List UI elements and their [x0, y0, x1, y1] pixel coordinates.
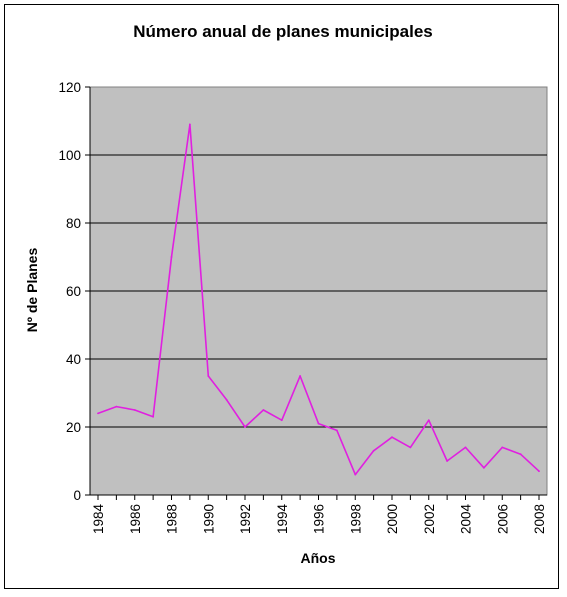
data-point — [501, 446, 504, 449]
y-tick-label: 80 — [66, 216, 81, 231]
y-tick-label: 60 — [66, 284, 81, 299]
data-point — [372, 449, 375, 452]
data-point — [244, 426, 246, 428]
data-point — [170, 256, 173, 258]
data-point — [299, 375, 302, 377]
data-point — [317, 422, 320, 425]
data-point — [225, 398, 228, 401]
y-tick-label: 0 — [73, 488, 81, 503]
x-tick-label: 2002 — [422, 504, 437, 534]
x-tick-label: 2000 — [385, 504, 400, 534]
y-tick-label: 40 — [66, 352, 81, 367]
data-point — [188, 123, 191, 126]
x-tick-label: 1984 — [91, 504, 106, 535]
data-point — [115, 405, 118, 408]
data-point — [262, 409, 265, 411]
data-point — [207, 375, 210, 377]
x-tick-label: 1996 — [312, 504, 327, 534]
x-tick-label: 1988 — [165, 504, 180, 534]
y-tick-label: 120 — [58, 80, 81, 95]
data-point — [152, 415, 155, 418]
data-point — [133, 409, 136, 411]
x-tick-label: 1986 — [128, 504, 143, 534]
x-tick-label: 1990 — [201, 504, 216, 534]
data-point — [538, 470, 540, 473]
data-point — [354, 473, 357, 476]
x-axis-title: Años — [301, 550, 336, 566]
data-point — [427, 419, 430, 422]
x-tick-label: 1994 — [275, 504, 290, 535]
plot-area: 0 20 40 60 80 100 120 1984 1986 1988 1990 1992 1994 1… — [58, 80, 548, 535]
y-axis-title: Nº de Planes — [24, 248, 40, 333]
data-point — [519, 453, 522, 456]
data-point — [97, 412, 99, 415]
data-point — [464, 446, 467, 449]
data-point — [482, 466, 485, 469]
data-point — [446, 460, 449, 462]
x-tick-label: 2004 — [459, 504, 474, 535]
x-tick-label: 2008 — [532, 504, 547, 534]
data-point — [409, 446, 412, 449]
chart-title: Número anual de planes municipales — [133, 22, 432, 41]
x-tick-label: 2006 — [495, 504, 510, 534]
y-tick-label: 20 — [66, 420, 81, 435]
y-tick-label: 100 — [58, 148, 81, 163]
data-point — [280, 419, 283, 422]
x-tick-label: 1998 — [348, 504, 363, 534]
x-tick-label: 1992 — [238, 504, 253, 534]
data-point — [335, 429, 338, 432]
data-point — [391, 436, 393, 439]
